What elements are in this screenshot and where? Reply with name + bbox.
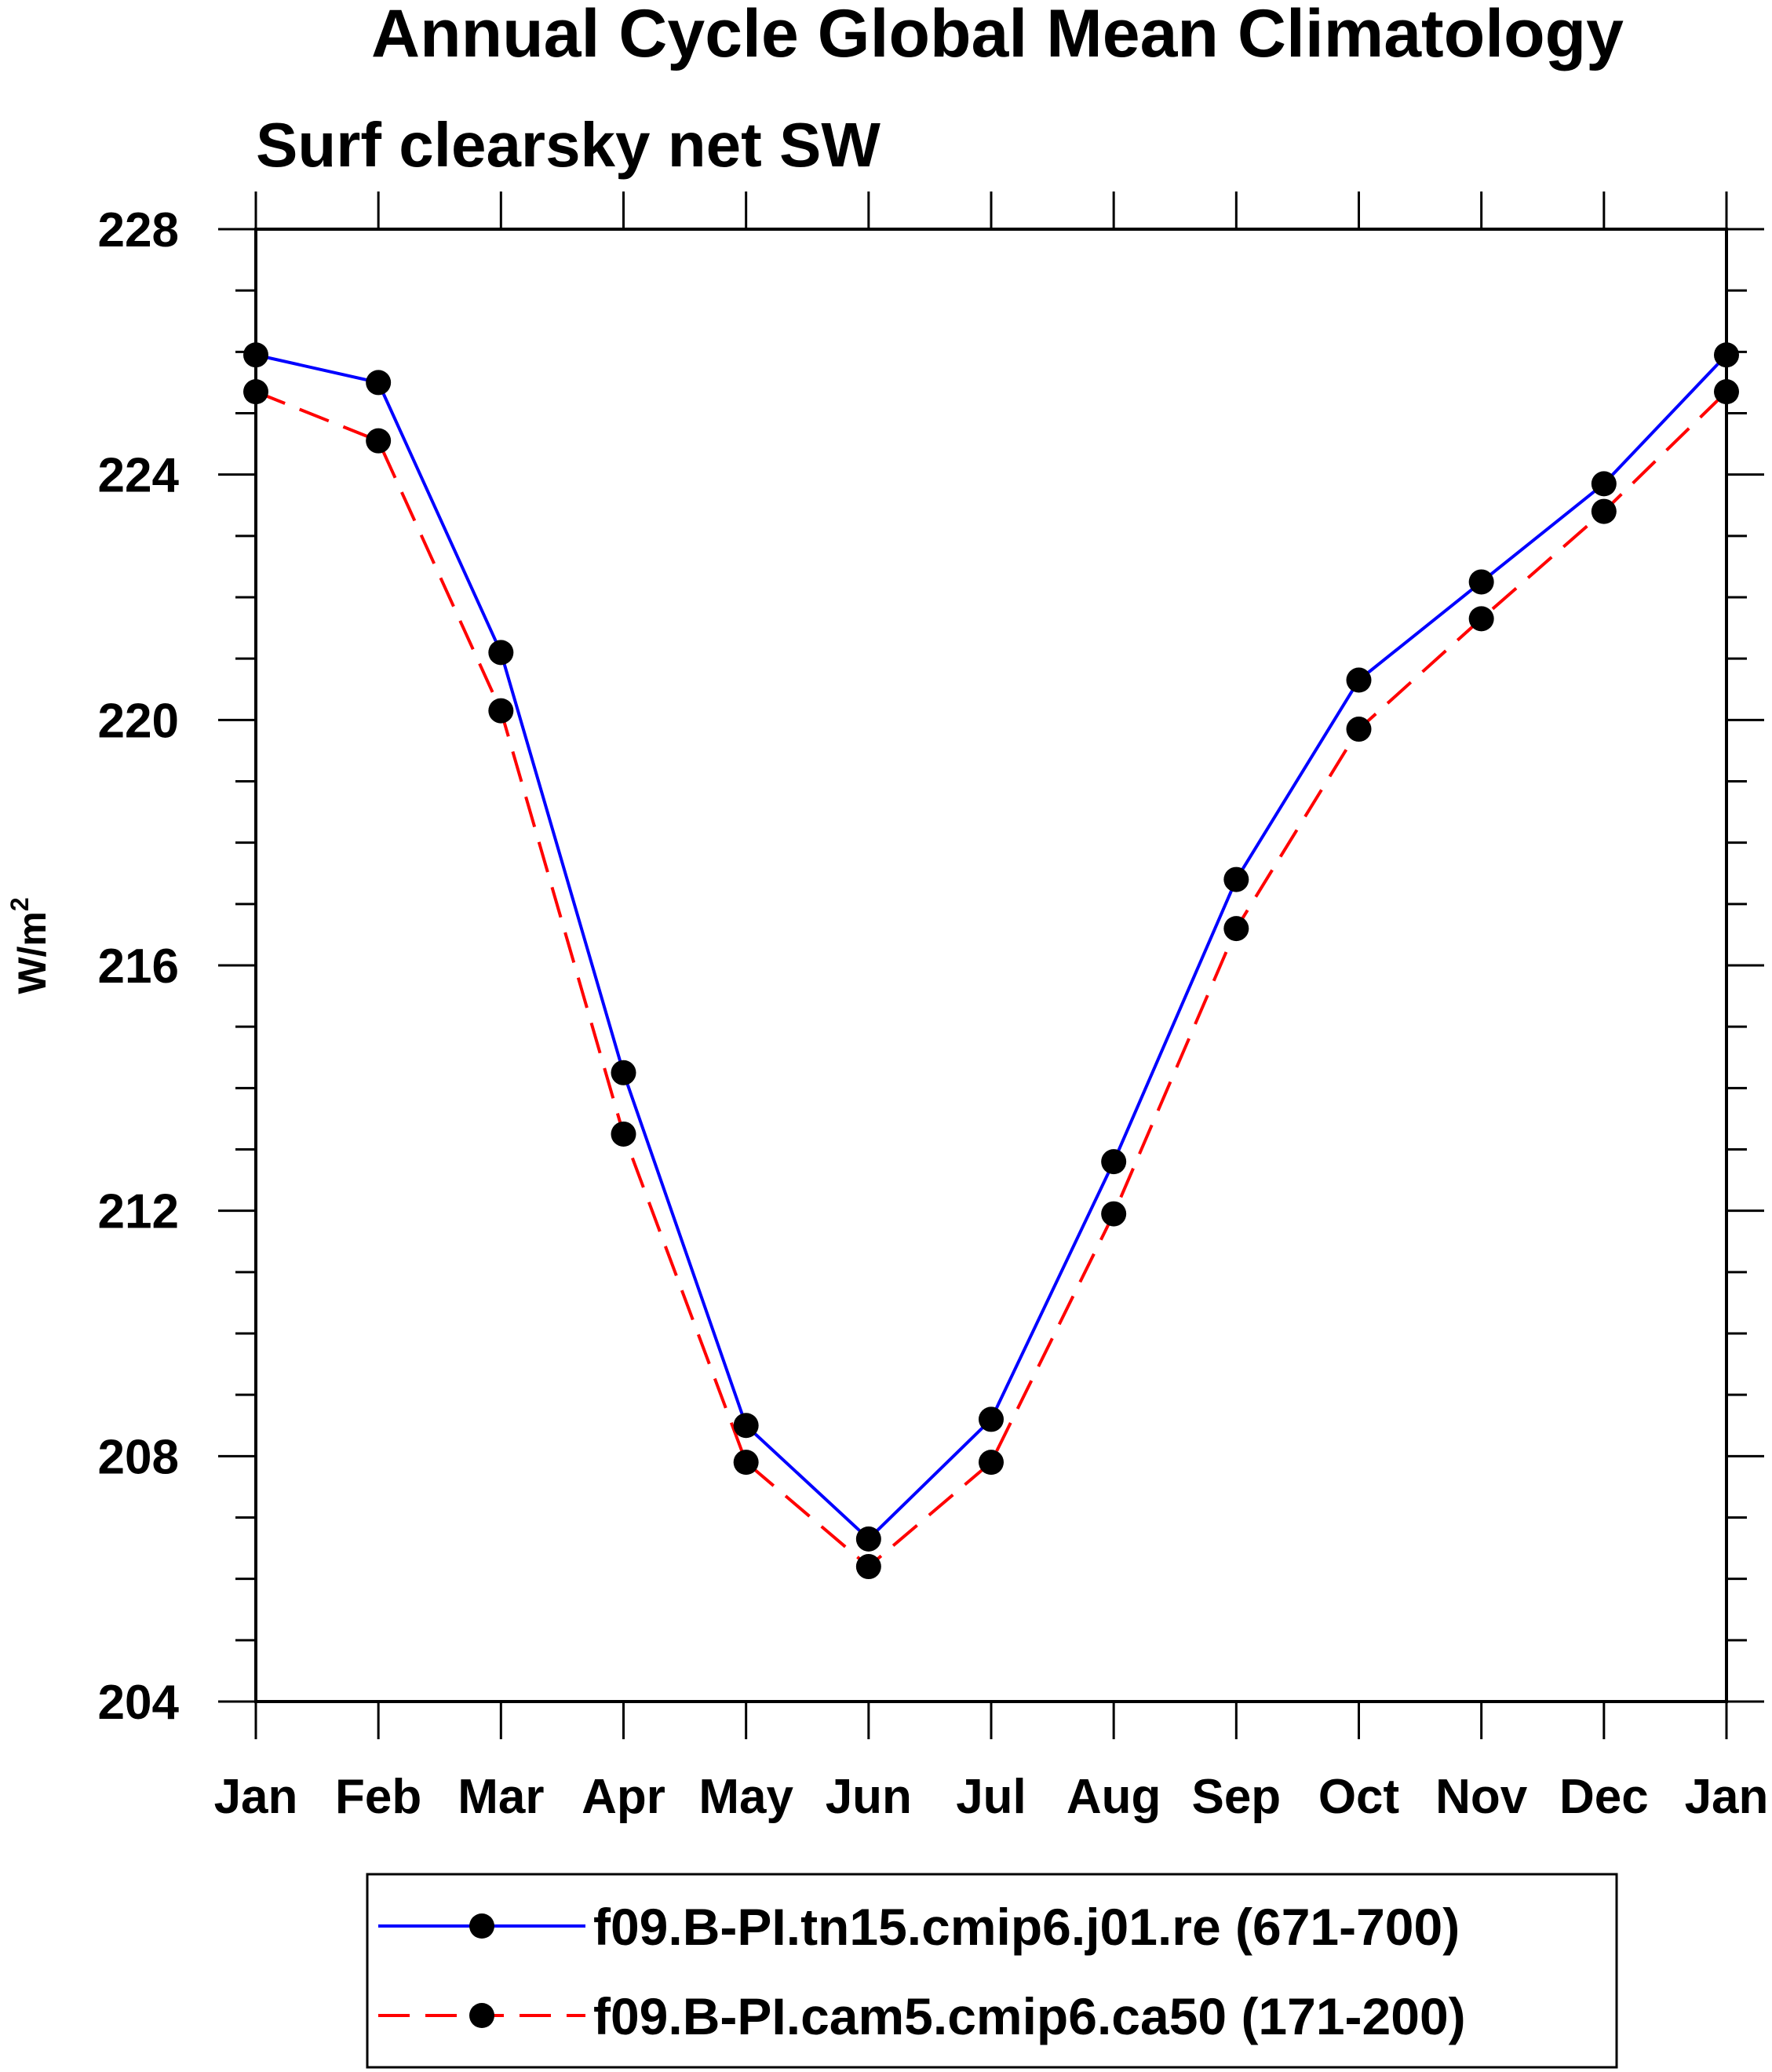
- series-1-point: [979, 1406, 1004, 1432]
- chart-title: Annual Cycle Global Mean Climatology: [371, 0, 1624, 71]
- series-1-point: [611, 1060, 636, 1085]
- plot-frame: [254, 228, 1728, 1703]
- y-tick-label: 220: [98, 694, 179, 748]
- series-2-point: [1591, 498, 1617, 524]
- series-2-point: [733, 1450, 759, 1476]
- series-1-point: [855, 1526, 881, 1552]
- series-2-point: [1468, 606, 1494, 632]
- x-tick-label: Jan: [214, 1770, 298, 1824]
- x-tick-label: Jul: [956, 1770, 1026, 1824]
- series-1-point: [1223, 866, 1249, 892]
- x-tick-labels: Jan Feb Mar Apr May Jun Jul Aug Sep Oct Nov Dec Jan: [214, 1770, 1769, 1824]
- series-line-2: [255, 390, 1728, 1569]
- y-tick-label: 204: [98, 1676, 180, 1730]
- y-tick-label: 208: [98, 1430, 179, 1484]
- x-tick-label: Aug: [1066, 1770, 1161, 1824]
- legend-label-2: f09.B-PI.cam5.cmip6.ca50 (171-200): [593, 1987, 1466, 2045]
- series-2-point: [1223, 916, 1249, 942]
- y-tick-label: 212: [98, 1185, 179, 1239]
- y-axis-label-superscript: 2: [5, 897, 34, 911]
- y-tick-label: 216: [98, 939, 179, 994]
- x-tick-label: Sep: [1191, 1770, 1281, 1824]
- axis-ticks: [218, 192, 1764, 1739]
- series-1-point: [1591, 471, 1617, 497]
- x-tick-label: Feb: [335, 1770, 421, 1824]
- series-line-1: [255, 353, 1728, 1541]
- series-2-point: [611, 1121, 636, 1147]
- series-2-point: [1101, 1201, 1127, 1227]
- series-1-point: [366, 370, 392, 396]
- series-layer: [243, 342, 1739, 1580]
- legend: f09.B-PI.tn15.cmip6.j01.re (671-700) f09.…: [366, 1873, 1618, 2069]
- y-tick-label: 224: [98, 449, 180, 503]
- legend-box: [366, 1873, 1618, 2069]
- y-axis-label-text: W/m: [10, 911, 54, 994]
- y-tick-label: 228: [98, 203, 179, 257]
- y-axis-label: W/m2: [5, 897, 54, 994]
- series-2-point: [1346, 717, 1372, 742]
- chart-subtitle: Surf clearsky net SW: [256, 110, 881, 180]
- series-1-point: [1468, 569, 1494, 595]
- series-1-point: [488, 640, 514, 666]
- series-1-point: [1346, 667, 1372, 693]
- series-2-point: [366, 428, 392, 454]
- x-tick-label: May: [698, 1770, 793, 1824]
- series-2-point: [488, 698, 514, 724]
- series-2-point: [855, 1554, 881, 1580]
- legend-marker-1: [469, 1913, 494, 1939]
- y-tick-labels: 204 208 212 216 220 224 228: [98, 203, 180, 1730]
- series-1-point: [1101, 1149, 1127, 1175]
- x-tick-label: Apr: [582, 1770, 665, 1824]
- x-tick-label: Dec: [1559, 1770, 1649, 1824]
- x-tick-label: Mar: [458, 1770, 544, 1824]
- series-2-point: [979, 1450, 1004, 1476]
- legend-marker-2: [469, 2003, 494, 2028]
- series-1-point: [733, 1413, 759, 1439]
- x-tick-label: Nov: [1435, 1770, 1528, 1824]
- legend-label-1: f09.B-PI.tn15.cmip6.j01.re (671-700): [593, 1898, 1460, 1956]
- x-tick-label: Jun: [826, 1770, 912, 1824]
- x-tick-label: Oct: [1318, 1770, 1399, 1824]
- x-tick-label: Jan: [1685, 1770, 1769, 1824]
